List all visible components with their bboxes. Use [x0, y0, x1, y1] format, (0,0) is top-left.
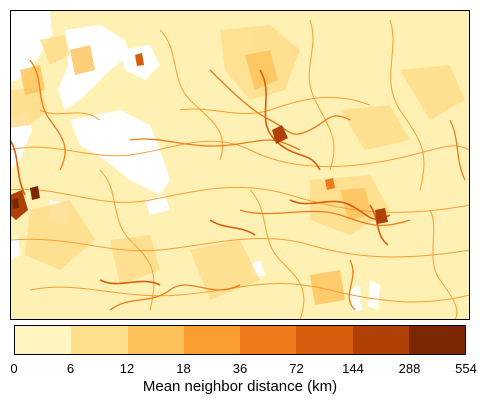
legend-tick-label: 12	[119, 361, 135, 376]
contour-lines-18-36	[10, 19, 470, 320]
color-legend	[14, 325, 466, 355]
legend-swatch	[296, 326, 353, 354]
legend-swatch	[183, 326, 240, 354]
legend-title: Mean neighbor distance (km)	[142, 378, 338, 395]
legend-swatch	[127, 326, 184, 354]
legend-tick-label: 554	[455, 361, 477, 376]
legend-tick-label: 144	[342, 361, 364, 376]
legend-swatch	[15, 326, 72, 354]
map-svg	[10, 10, 470, 320]
legend-swatch	[240, 326, 297, 354]
hotspots-high-distance	[10, 53, 388, 224]
legend-tick-label: 36	[232, 361, 248, 376]
legend-swatch	[352, 326, 409, 354]
legend-tick-label: 0	[10, 361, 18, 376]
legend-swatch	[408, 326, 465, 354]
class-12-18-patches	[20, 45, 372, 305]
legend-swatch	[71, 326, 128, 354]
legend-tick-label: 288	[398, 361, 421, 376]
map-frame	[10, 10, 470, 320]
legend-tick-label: 72	[289, 361, 304, 376]
legend-tick-labels: 0 6 12 18 36 72 144 288 554	[0, 355, 480, 377]
legend-tick-label: 18	[176, 361, 191, 376]
raster-map	[10, 10, 470, 320]
legend-tick-label: 6	[66, 361, 75, 376]
